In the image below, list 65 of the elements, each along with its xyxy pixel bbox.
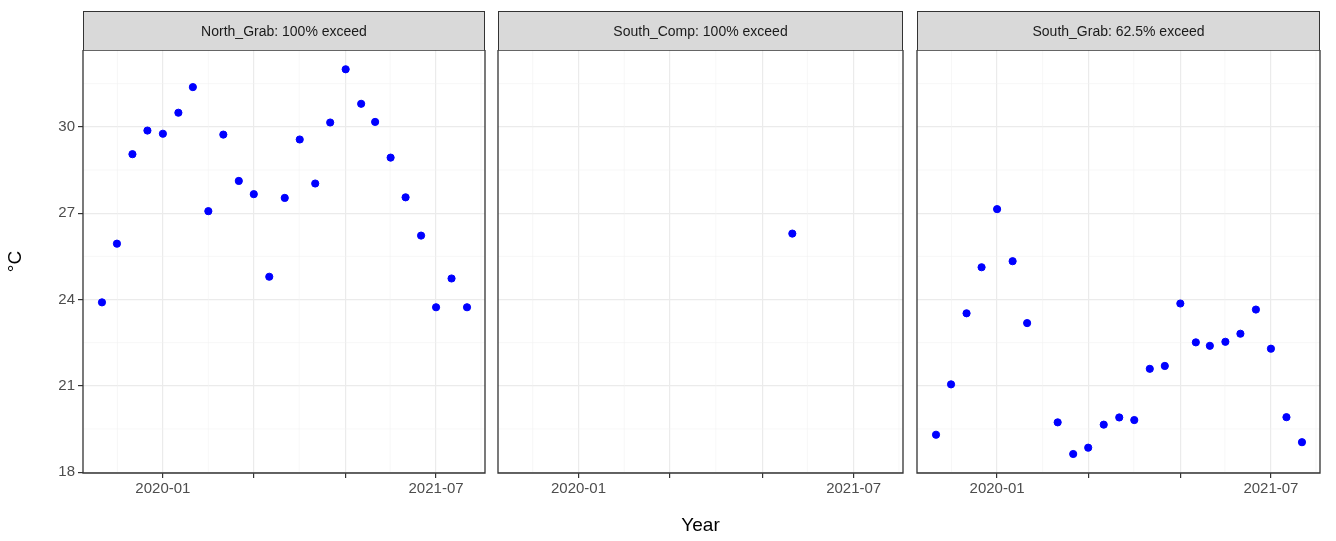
y-tick-label: 30 (58, 116, 75, 134)
point (1069, 449, 1078, 459)
point (1221, 337, 1230, 346)
x-tick-label: 2020-01 (550, 479, 607, 497)
point (386, 153, 395, 162)
point (1053, 418, 1062, 427)
point (993, 205, 1002, 214)
point (280, 193, 289, 203)
point (143, 126, 152, 135)
y-axis-title: °C (3, 250, 25, 273)
point (462, 303, 472, 312)
point (1266, 344, 1276, 353)
point (416, 231, 426, 240)
x-axis-title: Year (681, 513, 721, 535)
point (1297, 438, 1307, 447)
point (1023, 318, 1032, 328)
point (1160, 361, 1169, 371)
point (1236, 329, 1245, 338)
point (1176, 299, 1185, 308)
point (234, 176, 243, 186)
point (326, 118, 335, 127)
point (1191, 338, 1200, 347)
point (295, 135, 304, 144)
point (1084, 443, 1093, 452)
point (204, 207, 213, 216)
point (1251, 305, 1261, 314)
point (249, 190, 258, 199)
point (1282, 413, 1291, 422)
point (371, 117, 380, 127)
point (1145, 364, 1154, 373)
point (188, 83, 197, 92)
point (401, 193, 410, 202)
y-tick-label: 24 (58, 289, 75, 307)
point (931, 430, 941, 439)
point (265, 272, 274, 281)
point (946, 380, 956, 389)
point (1115, 413, 1124, 422)
point (357, 99, 366, 108)
x-tick-label: 2020-01 (135, 479, 191, 497)
point (128, 150, 137, 159)
chart-title: South_Grab: 62.5% exceed (1032, 23, 1205, 39)
point (431, 303, 441, 312)
y-tick-label: 21 (58, 375, 75, 393)
point (1008, 257, 1017, 266)
point (158, 129, 167, 138)
point (219, 130, 228, 139)
point (174, 108, 183, 117)
point (962, 309, 971, 318)
point (311, 179, 320, 188)
chart-title: South_Comp: 100% exceed (613, 23, 788, 39)
x-tick-label: 2021-07 (1243, 479, 1299, 497)
point (112, 239, 122, 248)
point (447, 274, 456, 283)
point (341, 65, 350, 74)
point (1099, 420, 1108, 429)
y-tick-label: 27 (58, 203, 75, 221)
point (1205, 341, 1214, 350)
point (977, 263, 986, 272)
x-tick-label: 2020-01 (969, 479, 1025, 497)
y-tick-label: 18 (58, 462, 75, 480)
chart-title: North_Grab: 100% exceed (201, 23, 367, 39)
point (1130, 415, 1139, 425)
x-tick-label: 2021-07 (826, 479, 882, 497)
x-tick-label: 2021-07 (408, 479, 464, 497)
point (97, 298, 107, 307)
